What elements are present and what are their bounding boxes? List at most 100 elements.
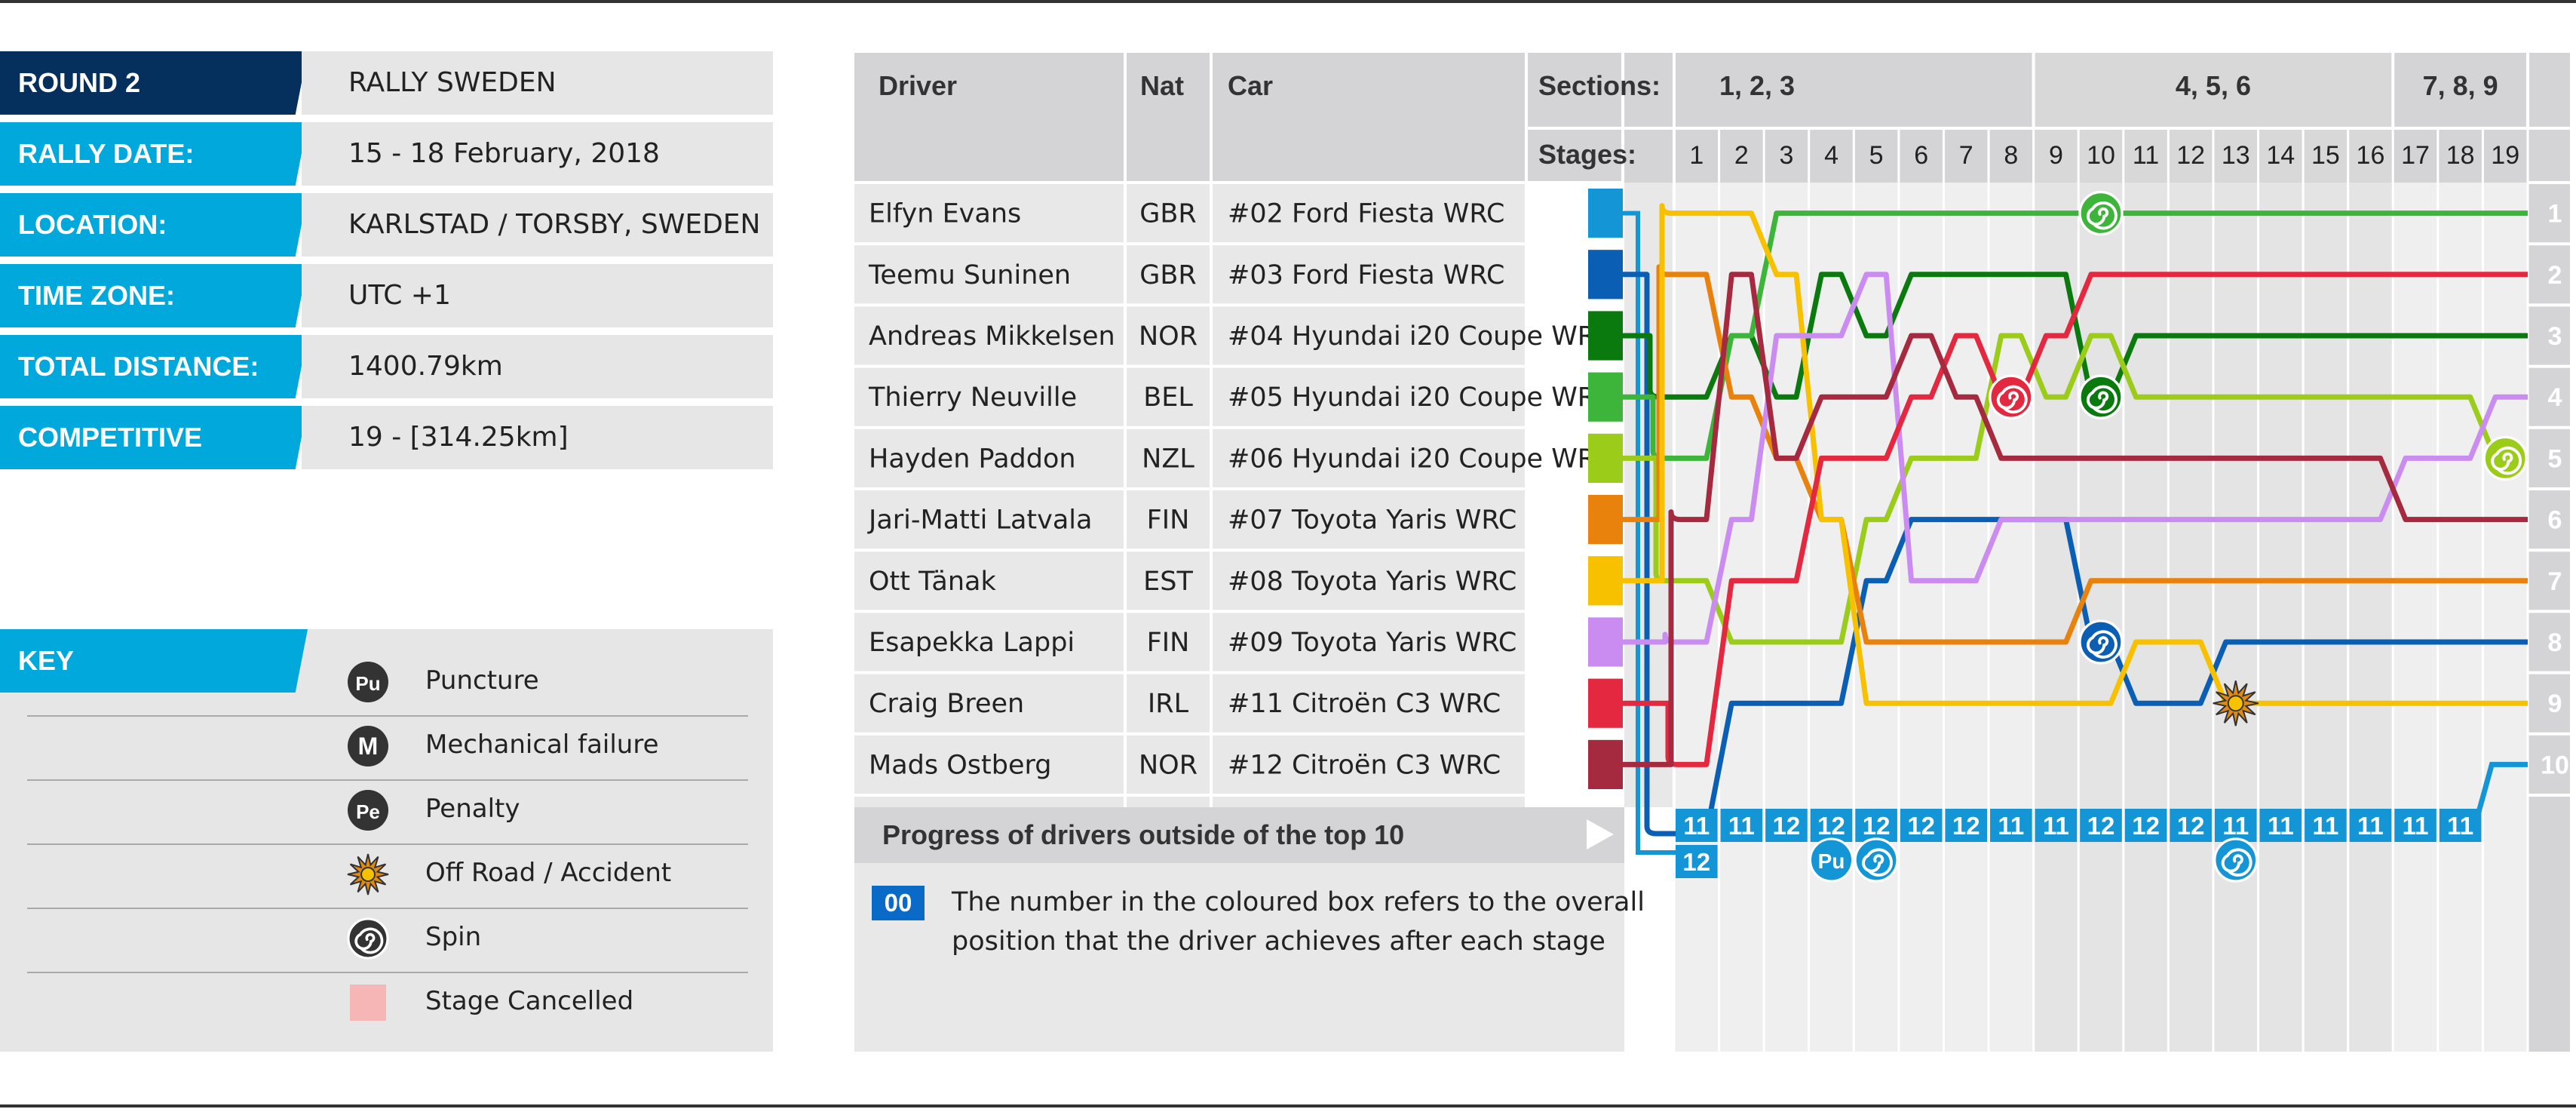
key-item: M Mechanical failure xyxy=(347,713,739,776)
off-road-accident-icon xyxy=(347,853,389,895)
outside-position-box xyxy=(1676,809,1718,842)
driver-nat: IRL xyxy=(1148,689,1189,719)
stage-number: 17 xyxy=(2401,141,2430,170)
stage-number: 15 xyxy=(2311,141,2340,170)
driver-name: Hayden Paddon xyxy=(869,444,1076,474)
info-row: COMPETITIVE STAGES: 19 - [314.25km] xyxy=(0,406,773,469)
driver-name: Jari-Matti Latvala xyxy=(867,505,1092,536)
driver-line xyxy=(1623,210,1682,855)
info-value: UTC +1 xyxy=(302,264,773,327)
outside-position-box xyxy=(1676,845,1718,878)
info-label: ROUND 2 xyxy=(0,51,308,115)
driver-name: Mads Ostberg xyxy=(869,750,1051,780)
key-item-label: Puncture xyxy=(425,665,539,696)
spin-marker xyxy=(2482,435,2528,481)
stage-number: 16 xyxy=(2357,141,2385,170)
position-column-bg xyxy=(2528,53,2570,1052)
key-item: Off Road / Accident xyxy=(347,841,739,905)
driver-car: #08 Toyota Yaris WRC xyxy=(1228,567,1516,597)
key-item-label: Off Road / Accident xyxy=(425,858,672,888)
svg-text:M: M xyxy=(358,733,379,760)
outside-position-number: 11 xyxy=(2268,812,2294,840)
stage-cancelled-icon xyxy=(347,982,389,1024)
key-separator xyxy=(27,843,748,845)
puncture-icon: Pu xyxy=(347,661,389,703)
note-area-bg xyxy=(854,863,1624,1052)
outside-position-box xyxy=(2259,809,2302,842)
outside-position-box xyxy=(2170,809,2212,842)
key-separator xyxy=(27,715,748,717)
position-number: 9 xyxy=(2548,690,2562,718)
driver-car: #02 Ford Fiesta WRC xyxy=(1228,199,1504,229)
position-number: 1 xyxy=(2548,200,2562,229)
driver-nat: FIN xyxy=(1147,628,1190,658)
outside-position-number: 12 xyxy=(1773,812,1801,840)
driver-name: Elfyn Evans xyxy=(869,199,1021,229)
key-separator xyxy=(27,908,748,909)
spin-marker xyxy=(2078,374,2124,419)
position-number: 10 xyxy=(2541,751,2569,779)
info-label: RALLY DATE: xyxy=(0,122,308,186)
stage-number: 18 xyxy=(2446,141,2475,170)
outside-position-number: 11 xyxy=(2403,812,2429,840)
car-header: Car xyxy=(1228,70,1273,101)
info-label: TIME ZONE: xyxy=(0,264,308,327)
spin-marker xyxy=(2078,619,2124,665)
driver-color-swatch xyxy=(1588,250,1623,300)
section-label: 1, 2, 3 xyxy=(1719,70,1795,101)
driver-name: Thierry Neuville xyxy=(868,382,1077,413)
info-row: LOCATION: KARLSTAD / TORSBY, SWEDEN xyxy=(0,193,773,257)
stage-number: 6 xyxy=(1914,141,1928,170)
sections-header: Sections: xyxy=(1538,70,1661,101)
driver-color-swatch xyxy=(1588,556,1623,606)
outside-position-number: 12 xyxy=(2132,812,2160,840)
outside-row-bg xyxy=(854,807,1624,863)
outside-position-box xyxy=(1945,809,1988,842)
stage-number: 4 xyxy=(1824,141,1838,170)
outside-position-number: 11 xyxy=(1683,812,1710,840)
outside-position-number: 11 xyxy=(2447,812,2473,840)
outside-position-number: 12 xyxy=(1817,812,1845,840)
play-arrow-icon xyxy=(1587,819,1614,849)
info-value: 19 - [314.25km] xyxy=(302,406,773,469)
driver-car: #06 Hyundai i20 Coupe WRC xyxy=(1228,444,1613,474)
driver-color-swatch xyxy=(1588,678,1623,728)
stage-number: 2 xyxy=(1734,141,1749,170)
svg-text:Pe: Pe xyxy=(356,800,380,823)
key-item-label: Stage Cancelled xyxy=(425,986,634,1016)
driver-color-swatch xyxy=(1588,617,1623,667)
driver-line xyxy=(1623,210,2528,461)
key-item-label: Spin xyxy=(425,922,482,952)
info-row: RALLY DATE: 15 - 18 February, 2018 xyxy=(0,122,773,186)
position-number: 2 xyxy=(2548,261,2562,290)
driver-nat: BEL xyxy=(1143,382,1193,413)
driver-car: #03 Ford Fiesta WRC xyxy=(1228,260,1504,290)
info-value: RALLY SWEDEN xyxy=(302,51,773,115)
driver-color-swatch xyxy=(1588,739,1623,789)
info-value: 1400.79km xyxy=(302,335,773,398)
driver-name: Craig Breen xyxy=(869,689,1024,719)
outside-position-box xyxy=(2439,809,2482,842)
outside-position-number: 11 xyxy=(2222,812,2249,840)
nat-header: Nat xyxy=(1140,70,1184,101)
section-label: 7, 8, 9 xyxy=(2423,70,2498,101)
note-text-line-1: The number in the coloured box refers to… xyxy=(951,887,1645,917)
svg-text:Pu: Pu xyxy=(1818,849,1845,873)
sections-label-bg xyxy=(1526,53,1674,183)
outside-position-box xyxy=(1990,809,2032,842)
position-number: 7 xyxy=(2548,567,2562,596)
outside-position-box xyxy=(2124,809,2167,842)
outside-position-box xyxy=(2349,809,2392,842)
key-item: Spin xyxy=(347,905,739,969)
spin-marker xyxy=(1989,374,2034,419)
note-color-box xyxy=(872,886,925,920)
position-number: 8 xyxy=(2548,628,2562,657)
driver-color-swatch xyxy=(1588,433,1623,483)
outside-position-box xyxy=(1855,809,1897,842)
stage-number: 8 xyxy=(2004,141,2018,170)
outside-top10-label: Progress of drivers outside of the top 1… xyxy=(882,819,1404,850)
driver-nat: GBR xyxy=(1139,260,1196,290)
note-text-line-2: position that the driver achieves after … xyxy=(952,926,1605,957)
driver-line xyxy=(1623,272,2528,645)
outside-position-box xyxy=(1810,809,1853,842)
